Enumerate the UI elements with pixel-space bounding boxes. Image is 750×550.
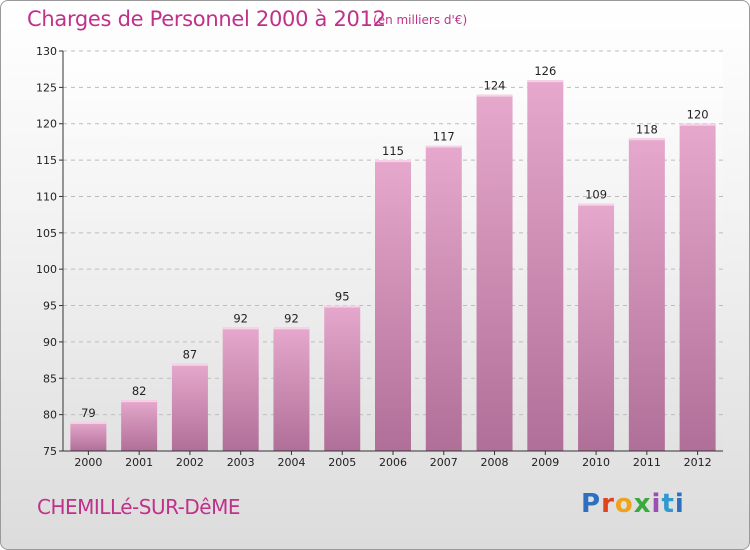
bar	[679, 123, 716, 452]
bar	[273, 327, 310, 451]
x-tick-label: 2000	[74, 456, 102, 469]
y-tick-label: 130	[36, 45, 57, 58]
bar-value-label: 124	[484, 79, 506, 93]
bar-value-label: 109	[585, 188, 607, 202]
x-tick-label: 2012	[684, 456, 712, 469]
bar	[425, 145, 462, 451]
x-tick-label: 2005	[328, 456, 356, 469]
commune-name: CHEMILLé-SUR-DêME	[37, 495, 240, 519]
bar-value-label: 115	[382, 144, 404, 158]
bar-value-label: 118	[636, 122, 658, 136]
proxiti-logo: Proxiti	[581, 489, 685, 519]
bar-value-label: 126	[534, 64, 556, 78]
y-tick-label: 95	[43, 300, 57, 313]
x-tick-label: 2003	[227, 456, 255, 469]
chart-title: Charges de Personnel 2000 à 2012	[27, 7, 386, 31]
y-tick-label: 115	[36, 154, 57, 167]
bar	[121, 400, 158, 451]
bar	[70, 421, 107, 451]
x-tick-label: 2002	[176, 456, 204, 469]
bar	[222, 327, 259, 451]
bar	[476, 94, 513, 452]
y-tick-label: 100	[36, 263, 57, 276]
bar	[578, 203, 615, 451]
y-tick-label: 90	[43, 336, 57, 349]
bar-value-label: 79	[81, 406, 96, 420]
bar	[324, 305, 361, 451]
bar-value-label: 92	[233, 311, 248, 325]
y-tick-label: 80	[43, 409, 57, 422]
bar-value-label: 95	[335, 290, 350, 304]
bar-value-label: 117	[433, 130, 455, 144]
x-tick-label: 2009	[531, 456, 559, 469]
x-tick-label: 2011	[633, 456, 661, 469]
x-tick-label: 2008	[481, 456, 509, 469]
x-tick-label: 2006	[379, 456, 407, 469]
bar	[375, 160, 411, 451]
x-tick-label: 2001	[125, 456, 153, 469]
y-tick-label: 125	[36, 81, 57, 94]
bar	[527, 80, 564, 451]
bar-value-label: 82	[132, 384, 147, 398]
bar-value-label: 120	[687, 108, 709, 122]
bar	[171, 363, 208, 451]
bar-value-label: 87	[183, 348, 198, 362]
y-tick-label: 105	[36, 227, 57, 240]
y-tick-label: 75	[43, 445, 57, 458]
y-tick-label: 120	[36, 118, 57, 131]
bar	[628, 138, 665, 452]
y-tick-label: 85	[43, 372, 57, 385]
chart-subtitle: (en milliers d'€)	[373, 13, 468, 27]
x-tick-label: 2007	[430, 456, 458, 469]
y-tick-label: 110	[36, 190, 57, 203]
x-tick-label: 2010	[582, 456, 610, 469]
x-tick-label: 2004	[277, 456, 305, 469]
bar-value-label: 92	[284, 311, 299, 325]
